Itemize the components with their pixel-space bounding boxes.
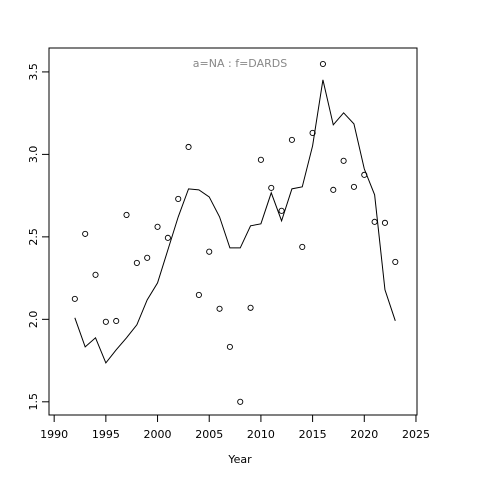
data-line [74,79,396,364]
x-tick-label: 2005 [195,428,223,441]
data-point [216,305,223,312]
data-point [185,143,192,151]
annotation: a=NA : f=DARDS [193,57,287,70]
data-point [247,304,254,311]
data-point [82,230,89,237]
data-point [133,259,140,266]
y-tick-label: 2.5 [27,228,40,246]
data-point [92,271,99,278]
data-point [288,136,295,143]
x-tick-label: 2025 [402,428,430,441]
x-tick-label: 2020 [350,428,378,441]
plot-box [48,47,418,416]
x-axis-label: Year [227,453,252,466]
data-point [257,156,264,163]
data-point [319,60,326,68]
data-point [123,211,130,218]
y-tick-label: 1.5 [27,393,40,411]
data-point [164,234,171,241]
x-tick-label: 2010 [247,428,275,441]
y-tick-label: 3.0 [27,146,40,164]
data-point [299,243,306,250]
data-point [175,195,182,202]
x-tick-label: 1995 [92,428,120,441]
data-point [102,318,109,325]
data-point [154,223,161,230]
data-point [268,184,275,191]
data-point [144,254,151,261]
y-tick-label: 2.0 [27,311,40,329]
data-point [237,398,244,405]
data-point [206,248,213,255]
y-tick-label: 3.5 [27,63,40,81]
data-point [392,258,399,265]
data-point [309,129,316,136]
data-point [71,295,78,302]
x-tick-label: 1990 [40,428,68,441]
x-tick-label: 2015 [299,428,327,441]
data-point [195,291,202,298]
data-point [226,343,233,350]
data-point [278,207,285,214]
data-point [330,186,337,193]
data-point [113,317,120,325]
x-tick-label: 2000 [144,428,172,441]
data-point [340,157,347,164]
data-point [350,183,357,190]
data-point [381,219,389,226]
